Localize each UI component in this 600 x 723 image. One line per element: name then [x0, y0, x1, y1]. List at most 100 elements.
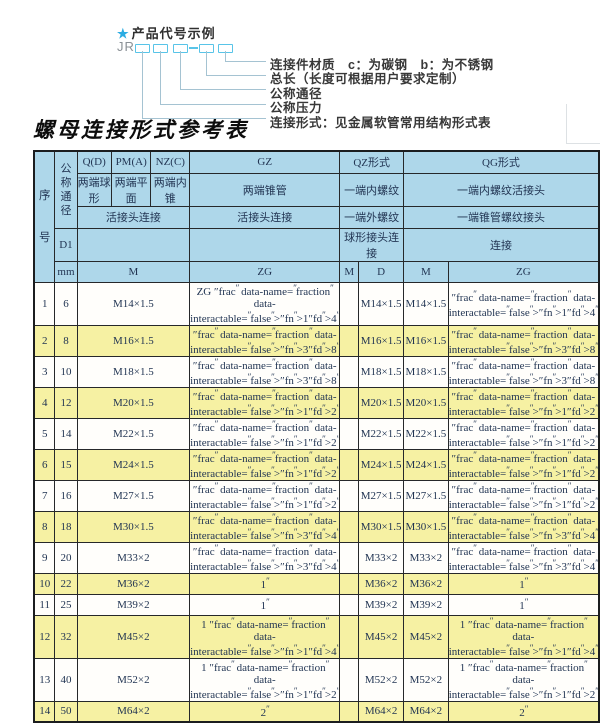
inch-mark: ″: [580, 685, 585, 696]
inch-mark: ″: [280, 498, 285, 511]
cell-qz-d: M45×2: [358, 614, 404, 659]
inch-mark: ″: [280, 467, 285, 480]
cell-qz-d: M30×1.5: [358, 510, 404, 543]
inch-mark: ″: [524, 703, 529, 714]
cell-serial: 13: [33, 657, 56, 702]
inch-mark: ″: [280, 374, 285, 387]
inch-mark: ″: [322, 526, 326, 537]
inch-mark: ″: [322, 402, 326, 413]
inch-mark: ″: [293, 402, 298, 413]
cell-qg-m: M45×2: [403, 614, 449, 659]
inch-mark: ″: [336, 526, 340, 537]
header-q-desc: 两端球形: [76, 172, 112, 207]
cell-gz: 1 ″frac″ data-name=″fraction″ data-inter…: [189, 657, 341, 702]
cell-qg-zg: ″frac″ data-name=″fraction″ data-interac…: [447, 479, 600, 512]
cell-qg-zg: 1 ″frac″ data-name=″fraction″ data-inter…: [447, 657, 600, 702]
cell-serial: 4: [33, 386, 56, 419]
inch-mark: ″: [293, 282, 297, 293]
inch-mark: ″: [580, 642, 585, 653]
inch-mark: ″: [247, 464, 252, 475]
inch-mark: ″: [451, 514, 457, 527]
inch-mark: ″: [468, 661, 473, 674]
cell-qg-zg: ″frac″ data-name=″fraction″ data-interac…: [447, 355, 600, 388]
cell-mm: 15: [54, 448, 78, 481]
inch-mark: ″: [473, 325, 477, 336]
inch-mark: ″: [530, 418, 535, 429]
inch-mark: ″: [247, 340, 252, 351]
cell-mm: 14: [54, 417, 78, 450]
cell-serial: 11: [33, 593, 56, 616]
connector-line: [160, 104, 266, 105]
inch-mark: ″: [336, 371, 340, 382]
inch-mark: ″: [530, 288, 535, 299]
inch-mark: ″: [280, 343, 285, 356]
inch-mark: ″: [214, 542, 219, 553]
table-row: 1 6 M14×1.5 ZG ″frac″ data-name=″fraction″ …: [33, 281, 600, 326]
cell-qg-m: M14×1.5: [403, 281, 449, 326]
inch-mark: ″: [552, 303, 557, 314]
inch-mark: ″: [309, 511, 313, 522]
cell-mm: 20: [54, 541, 78, 574]
table-row: 2 8 M16×1.5 ″frac″ data-name=″fraction″ dat…: [33, 324, 600, 357]
cell-qg-zg: 1 ″frac″ data-name=″fraction″ data-inter…: [447, 614, 600, 659]
cell-qz-d: M18×1.5: [358, 355, 404, 388]
inch-mark: ″: [567, 480, 572, 491]
inch-mark: ″: [293, 371, 298, 382]
inch-mark: ″: [530, 387, 535, 398]
inch-mark: ″: [271, 495, 275, 506]
inch-mark: ″: [552, 557, 557, 568]
inch-mark: ″: [566, 374, 572, 387]
inch-mark: ″: [530, 356, 535, 367]
inch-mark: ″: [567, 542, 572, 553]
cell-qz-m: [339, 479, 360, 512]
inch-mark: ″: [580, 464, 585, 475]
inch-mark: ″: [595, 495, 598, 506]
cell-qz-d: M36×2: [358, 572, 404, 595]
header-empty-cell: [189, 227, 341, 262]
inch-mark: ″: [247, 557, 252, 568]
cell-serial: 8: [33, 510, 56, 543]
inch-mark: ″: [566, 306, 572, 319]
inch-mark: ″: [552, 371, 557, 382]
inch-mark: ″: [580, 340, 585, 351]
inch-mark: ″: [308, 529, 313, 542]
inch-mark: ″: [567, 288, 572, 299]
inch-mark: ″: [538, 343, 544, 356]
inch-mark: ″: [271, 402, 275, 413]
cell-qz-m: [339, 448, 360, 481]
inch-mark: ″: [271, 642, 275, 653]
cell-qz-d: M64×2: [358, 700, 404, 723]
inch-mark: ″: [192, 390, 198, 403]
inch-mark: ″: [336, 495, 340, 506]
inch-mark: ″: [235, 282, 240, 293]
product-code-prefix: JR: [117, 39, 135, 54]
cell-m: M30×1.5: [76, 510, 191, 543]
inch-mark: ″: [272, 449, 276, 460]
inch-mark: ″: [322, 433, 326, 444]
inch-mark: ″: [272, 480, 276, 491]
header-qz-row2: 一端内螺纹: [339, 172, 404, 207]
cell-qz-d: M27×1.5: [358, 479, 404, 512]
cell-mm: 6: [54, 281, 78, 326]
cell-qz-m: [339, 593, 360, 616]
cell-qg-m: M39×2: [403, 593, 449, 616]
header-d1: D1: [54, 227, 78, 262]
cell-serial: 7: [33, 479, 56, 512]
inch-mark: ″: [288, 615, 293, 626]
inch-mark: ″: [552, 526, 557, 537]
inch-mark: ″: [538, 405, 544, 418]
inch-mark: ″: [336, 340, 340, 351]
inch-mark: ″: [538, 645, 544, 658]
cell-m: M20×1.5: [76, 386, 191, 419]
inch-mark: ″: [308, 560, 313, 573]
inch-mark: ″: [552, 642, 557, 653]
inch-mark: ″: [271, 464, 275, 475]
inch-mark: ″: [524, 597, 529, 607]
cell-mm: 18: [54, 510, 78, 543]
inch-mark: ″: [336, 402, 340, 413]
inch-mark: ″: [309, 356, 313, 367]
inch-mark: ″: [247, 309, 252, 320]
cell-qz-d: M33×2: [358, 541, 404, 574]
cell-qg-m: M18×1.5: [403, 355, 449, 388]
header-nz-desc: 两端内锥: [150, 172, 191, 207]
